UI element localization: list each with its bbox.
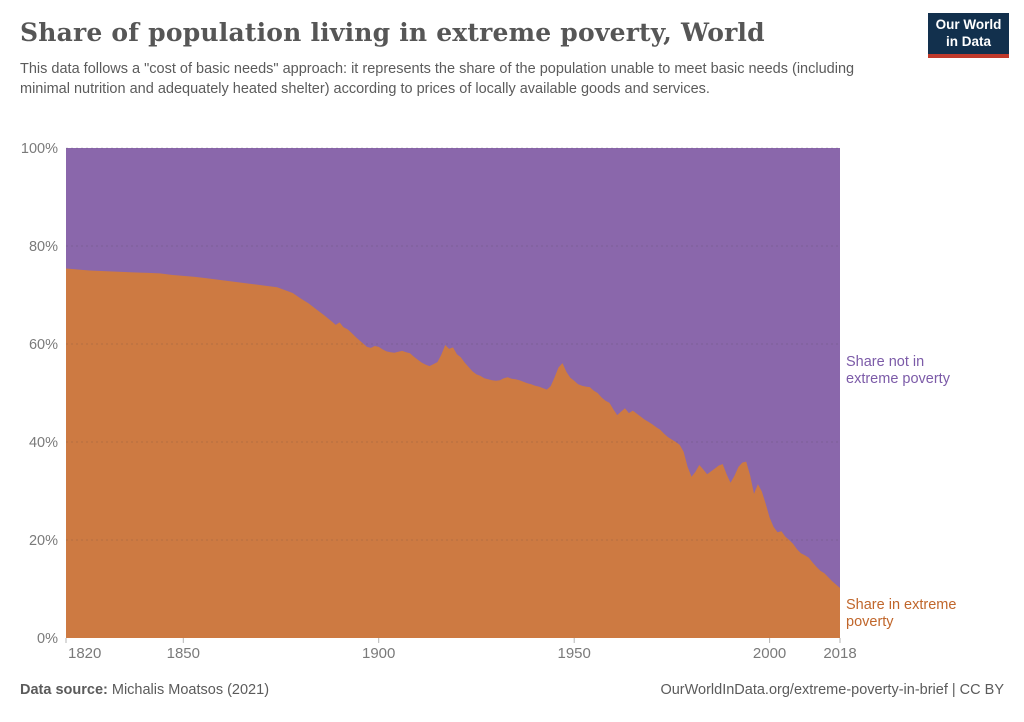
data-source-label: Data source: bbox=[20, 682, 108, 698]
data-source: Data source: Michalis Moatsos (2021) bbox=[20, 682, 269, 698]
owid-logo-line1: Our World bbox=[935, 17, 1002, 33]
y-axis-tick-label: 60% bbox=[29, 337, 58, 353]
y-axis-tick-label: 100% bbox=[21, 141, 58, 157]
data-source-value: Michalis Moatsos (2021) bbox=[111, 682, 270, 698]
page-title: Share of population living in extreme po… bbox=[20, 18, 765, 47]
owid-logo-line2: in Data bbox=[945, 33, 991, 49]
area-share-in-extreme-poverty[interactable] bbox=[66, 268, 840, 639]
series-label-share-not-in-extreme-poverty[interactable]: Share not in extreme poverty bbox=[846, 354, 951, 387]
series-label-share-in-extreme-poverty[interactable]: Share in extreme poverty bbox=[846, 597, 960, 630]
owid-logo[interactable]: Our World in Data bbox=[928, 13, 1009, 58]
y-axis-tick-label: 40% bbox=[29, 435, 58, 451]
y-axis-tick-label: 0% bbox=[37, 631, 58, 647]
y-axis-tick-label: 20% bbox=[29, 533, 58, 549]
chart-footer: Data source: Michalis Moatsos (2021) Our… bbox=[20, 682, 1004, 698]
x-axis-tick-label: 1850 bbox=[167, 645, 200, 662]
x-axis-tick-label: 1900 bbox=[362, 645, 395, 662]
x-axis-tick-label: 2000 bbox=[753, 645, 786, 662]
x-axis-tick-label: 1950 bbox=[558, 645, 591, 662]
x-axis-tick-label: 1820 bbox=[68, 645, 101, 662]
stacked-area-chart: 0% 20% 40% 60% 80% 100% 1820 1850 1900 1950 2000 20… bbox=[21, 141, 960, 662]
owid-link[interactable]: OurWorldInData.org/extreme-poverty-in-br… bbox=[660, 682, 1004, 698]
x-axis-tick-label: 2018 bbox=[823, 645, 856, 662]
y-axis-tick-label: 80% bbox=[29, 239, 58, 255]
chart-subtitle: This data follows a "cost of basic needs… bbox=[20, 61, 855, 97]
